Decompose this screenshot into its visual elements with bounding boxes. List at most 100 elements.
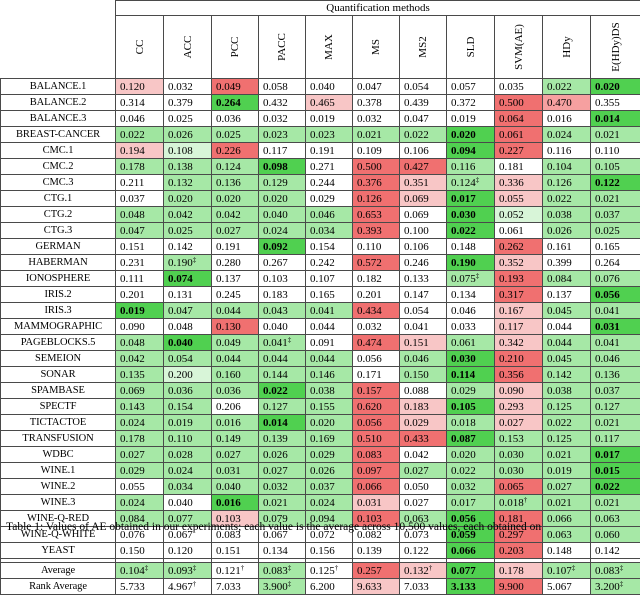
value-cell: 0.029 (306, 191, 353, 207)
value-cell: 0.280 (212, 255, 259, 271)
value-cell: 0.065 (495, 479, 543, 495)
value-cell: 0.620 (353, 399, 400, 415)
cell-value: 0.029 (404, 417, 429, 429)
cell-value: 0.090 (120, 321, 145, 333)
cell-value: 0.076 (595, 273, 620, 285)
cell-value: 0.130 (216, 321, 241, 333)
value-cell: 0.182 (353, 271, 400, 287)
value-cell: 0.022 (116, 127, 164, 143)
cell-value: 0.034 (310, 225, 335, 237)
value-cell: 0.037 (306, 479, 353, 495)
cell-value: 0.474 (357, 337, 382, 349)
significance-mark: ‡ (288, 336, 292, 344)
value-cell: 7.033 (400, 579, 447, 595)
cell-value: 0.027 (404, 497, 429, 509)
cell-value: 0.077 (451, 565, 476, 577)
cell-value: 0.024 (547, 129, 572, 141)
cell-value: 0.376 (357, 177, 382, 189)
value-cell: 0.336 (495, 175, 543, 191)
dataset-name: WINE.2 (1, 479, 116, 495)
cell-value: 0.044 (216, 305, 241, 317)
value-cell: 0.088 (400, 383, 447, 399)
cell-value: 0.020 (310, 417, 335, 429)
value-cell: 0.055 (116, 479, 164, 495)
value-cell: 0.046 (400, 351, 447, 367)
value-cell: 0.029 (400, 415, 447, 431)
cell-value: 0.500 (357, 161, 382, 173)
cell-value: 0.116 (451, 161, 475, 173)
cell-value: 0.069 (404, 193, 429, 205)
value-cell: 0.267 (259, 255, 306, 271)
value-cell: 0.653 (353, 207, 400, 223)
cell-value: 0.045 (547, 353, 572, 365)
value-cell: 0.032 (447, 479, 495, 495)
value-cell: 0.056 (353, 415, 400, 431)
cell-value: 0.022 (404, 129, 429, 141)
value-cell: 0.137 (543, 287, 591, 303)
value-cell: 0.027 (212, 223, 259, 239)
cell-value: 0.200 (168, 369, 193, 381)
cell-value: 0.142 (595, 545, 620, 557)
cell-value: 0.314 (120, 97, 145, 109)
significance-mark: ‡ (572, 564, 576, 572)
cell-value: 0.143 (120, 401, 145, 413)
value-cell: 0.047 (353, 79, 400, 95)
value-cell: 0.201 (116, 287, 164, 303)
cell-value: 0.242 (310, 257, 335, 269)
cell-value: 0.087 (451, 433, 476, 445)
dataset-name: WINE.3 (1, 495, 116, 511)
cell-value: 0.029 (310, 193, 335, 205)
cell-value: 0.019 (451, 113, 476, 125)
value-cell: 0.124‡ (447, 175, 495, 191)
value-cell: 0.016 (212, 415, 259, 431)
cell-value: 0.122 (404, 545, 429, 557)
cell-value: 0.052 (499, 209, 524, 221)
cell-value: 0.025 (216, 129, 241, 141)
cell-value: 0.183 (263, 289, 288, 301)
cell-value: 0.156 (310, 545, 335, 557)
value-cell: 0.155 (306, 399, 353, 415)
value-cell: 0.020 (306, 415, 353, 431)
value-cell: 0.105 (591, 159, 640, 175)
cell-value: 0.110 (168, 433, 192, 445)
cell-value: 0.127 (595, 401, 620, 413)
cell-value: 0.020 (595, 81, 620, 93)
cell-value: 0.022 (451, 465, 476, 477)
value-cell: 0.018 (447, 415, 495, 431)
value-cell: 0.470 (543, 95, 591, 111)
cell-value: 0.054 (404, 81, 429, 93)
value-cell: 0.058 (259, 79, 306, 95)
value-cell: 0.103 (259, 271, 306, 287)
value-cell: 0.264 (212, 95, 259, 111)
cell-value: 0.061 (499, 129, 524, 141)
value-cell: 0.091 (306, 335, 353, 351)
value-cell: 0.023 (306, 127, 353, 143)
cell-value: 0.231 (120, 257, 145, 269)
cell-value: 0.109 (357, 145, 382, 157)
cell-value: 0.027 (120, 449, 145, 461)
value-cell: 0.044 (306, 351, 353, 367)
value-cell: 0.041 (591, 303, 640, 319)
cell-value: 0.041 (595, 305, 620, 317)
cell-value: 0.355 (595, 97, 620, 109)
value-cell: 0.076 (591, 271, 640, 287)
value-cell: 0.036 (164, 383, 212, 399)
cell-value: 0.044 (263, 353, 288, 365)
cell-value: 0.017 (595, 449, 620, 461)
cell-value: 0.194 (120, 145, 145, 157)
dataset-name: BREAST-CANCER (1, 127, 116, 143)
value-cell: 0.028 (164, 447, 212, 463)
value-cell: 0.047 (400, 111, 447, 127)
cell-value: 0.190 (168, 257, 193, 269)
value-cell: 0.063 (543, 527, 591, 543)
significance-mark: † (241, 564, 245, 572)
cell-value: 0.022 (120, 129, 145, 141)
cell-value: 3.200 (595, 581, 620, 593)
value-cell: 0.026 (164, 127, 212, 143)
dataset-name: BALANCE.2 (1, 95, 116, 111)
cell-value: 0.031 (595, 321, 620, 333)
